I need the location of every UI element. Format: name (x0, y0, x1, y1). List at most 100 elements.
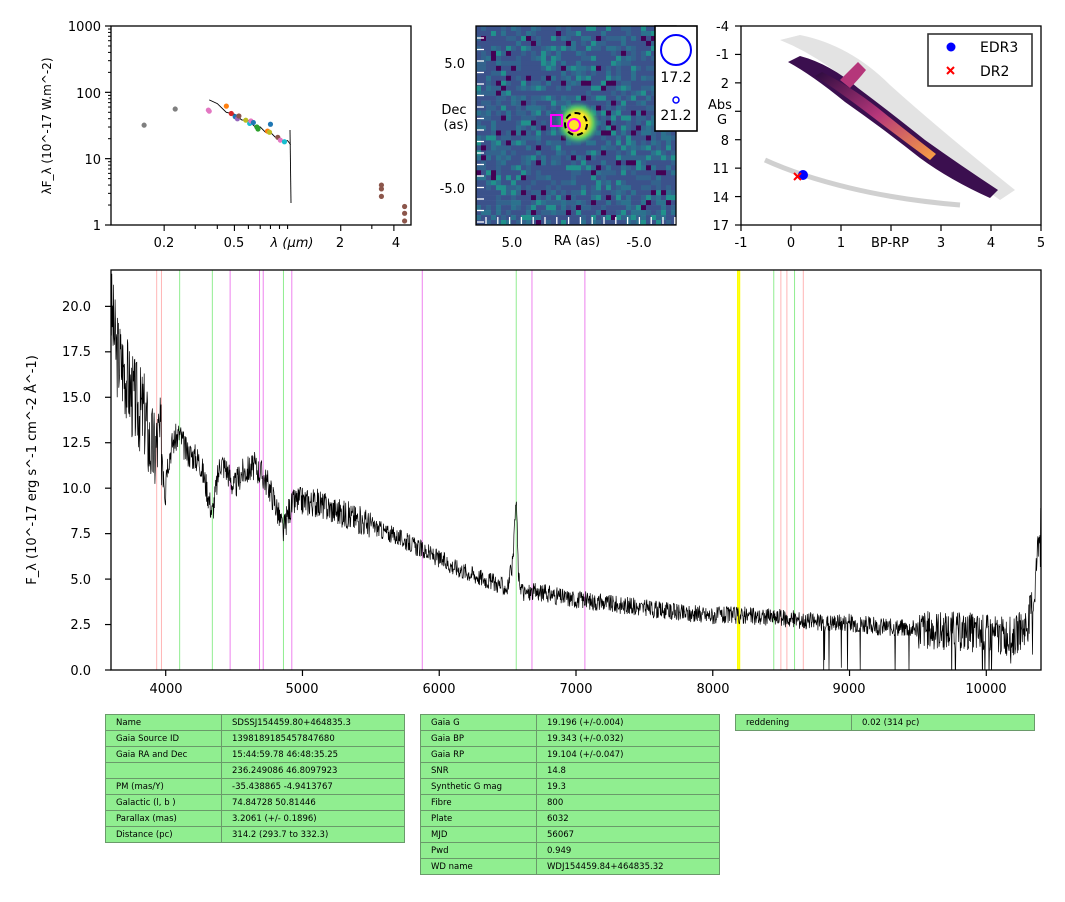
image-pixel (486, 50, 492, 57)
image-pixel (566, 55, 572, 62)
image-pixel (511, 175, 517, 181)
spectrum-x-tick-label: 8000 (696, 682, 729, 697)
image-pixel (606, 115, 612, 121)
image-pixel (526, 190, 532, 196)
image-pixel (606, 200, 612, 206)
image-pixel (526, 160, 532, 166)
image-pixel (521, 70, 527, 77)
image-pixel (596, 185, 602, 191)
image-pixel (641, 26, 647, 32)
image-pixel (501, 30, 507, 37)
image-pixel (636, 200, 642, 206)
image-pixel (611, 185, 617, 191)
image-pixel (631, 75, 637, 82)
table-value-cell: 74.84728 50.81446 (221, 794, 405, 811)
image-pixel (661, 220, 667, 226)
image-pixel (556, 90, 562, 96)
image-pixel (646, 105, 652, 111)
image-pixel (541, 80, 547, 86)
image-pixel (626, 95, 632, 101)
image-pixel (626, 35, 632, 42)
image-pixel (491, 26, 497, 32)
image-pixel (596, 110, 602, 116)
image-pixel (641, 190, 647, 196)
image-pixel (516, 26, 522, 32)
sed-photometry-point (378, 182, 385, 188)
image-pixel (491, 30, 497, 37)
image-pixel (511, 65, 517, 72)
image-pixel (516, 65, 522, 72)
image-pixel (616, 40, 622, 47)
sed-x-tick-label: 2 (336, 236, 344, 251)
image-pixel (601, 165, 607, 171)
image-pixel (531, 90, 537, 96)
image-pixel (536, 50, 542, 57)
image-pixel (631, 90, 637, 96)
image-pixel (556, 195, 562, 201)
image-pixel (566, 145, 572, 151)
image-pixel (541, 115, 547, 121)
image-pixel (666, 200, 672, 206)
image-pixel (566, 95, 572, 101)
image-pixel (486, 65, 492, 72)
image-pixel (571, 60, 577, 67)
image-pixel (571, 180, 577, 186)
image-cutout-pixels (476, 26, 677, 226)
image-pixel (626, 90, 632, 96)
image-pixel (631, 130, 637, 136)
image-pixel (601, 45, 607, 52)
image-pixel (626, 115, 632, 121)
image-pixel (556, 100, 562, 106)
image-pixel (516, 135, 522, 141)
image-pixel (506, 100, 512, 106)
image-pixel (496, 90, 502, 96)
image-pixel (631, 110, 637, 116)
image-pixel (556, 85, 562, 91)
image-pixel (476, 90, 482, 96)
image-pixel (591, 40, 597, 47)
image-pixel (556, 70, 562, 77)
image-pixel (501, 26, 507, 32)
image-pixel (606, 85, 612, 91)
source-blob (556, 101, 600, 145)
image-pixel (531, 200, 537, 206)
image-pixel (666, 150, 672, 156)
image-pixel (591, 26, 597, 32)
image-pixel (646, 165, 652, 171)
image-pixel (531, 75, 537, 82)
image-pixel (616, 60, 622, 67)
image-pixel (561, 220, 567, 226)
image-pixel (631, 190, 637, 196)
image-pixel (486, 45, 492, 52)
image-pixel (621, 190, 627, 196)
image-pixel (611, 195, 617, 201)
image-pixel (541, 220, 547, 226)
image-pixel (661, 130, 667, 136)
image-pixel (606, 125, 612, 131)
legend-mag-bright: 17.2 (660, 70, 691, 86)
image-pixel (616, 115, 622, 121)
image-x-axis-label: RA (as) (554, 234, 600, 249)
image-pixel (591, 75, 597, 82)
spectrum-flux-line (111, 273, 1041, 670)
image-pixel (606, 185, 612, 191)
image-pixel (516, 115, 522, 121)
image-pixel (556, 30, 562, 37)
sed-photometry-point (378, 186, 385, 192)
image-pixel (551, 140, 557, 146)
image-pixel (611, 55, 617, 62)
image-pixel (641, 175, 647, 181)
image-pixel (516, 105, 522, 111)
spectrum-x-tick-label: 6000 (422, 682, 455, 697)
image-pixel (551, 50, 557, 57)
image-pixel (586, 175, 592, 181)
image-pixel (566, 150, 572, 156)
image-pixel (541, 175, 547, 181)
image-pixel (641, 105, 647, 111)
image-pixel (591, 160, 597, 166)
image-pixel (516, 70, 522, 77)
sed-x-tick-label: 4 (392, 236, 400, 251)
image-pixel (481, 135, 487, 141)
image-pixel (566, 170, 572, 176)
image-pixel (641, 125, 647, 131)
